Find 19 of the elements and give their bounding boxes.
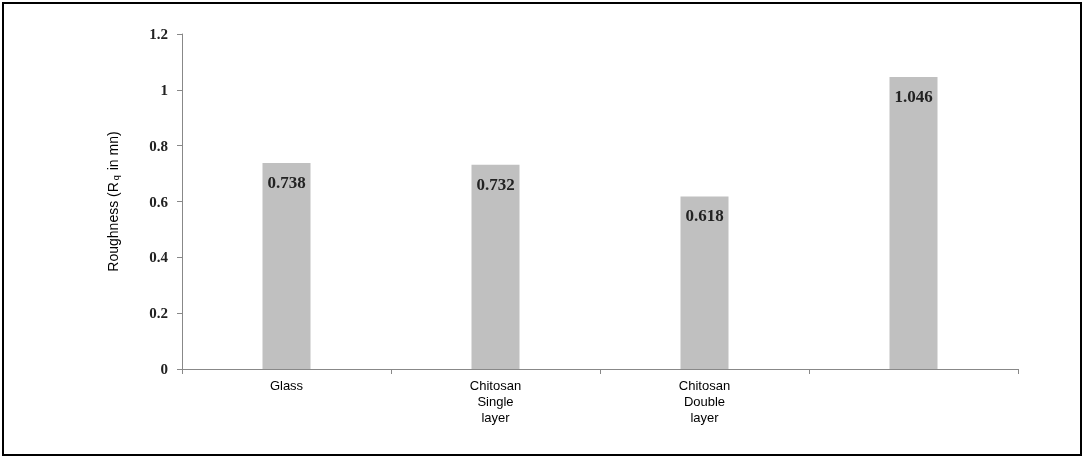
bar bbox=[680, 196, 729, 369]
y-tick-label: 0.4 bbox=[149, 249, 169, 266]
y-tick-label: 0.8 bbox=[149, 137, 168, 154]
y-tick-label: 0.2 bbox=[149, 305, 168, 322]
y-tick-label: 0.6 bbox=[149, 193, 169, 210]
bar bbox=[471, 164, 520, 369]
y-tick-label: 0 bbox=[160, 361, 168, 377]
x-tick-label: Chitosan Single layer bbox=[469, 377, 522, 425]
y-axis-title: Roughness (Rq in mn) bbox=[104, 131, 121, 272]
x-tick-label: Chitosan Double layer bbox=[678, 377, 731, 425]
y-tick-label: 1 bbox=[160, 81, 168, 98]
data-label: 0.738 bbox=[267, 172, 306, 192]
bar bbox=[262, 162, 311, 369]
data-label: 0.618 bbox=[685, 206, 724, 226]
y-tick-label: 1.2 bbox=[149, 26, 168, 42]
data-label: 1.046 bbox=[894, 86, 933, 106]
x-tick-label: Glass bbox=[269, 377, 304, 393]
bar bbox=[889, 76, 938, 369]
data-label: 0.732 bbox=[476, 174, 515, 194]
